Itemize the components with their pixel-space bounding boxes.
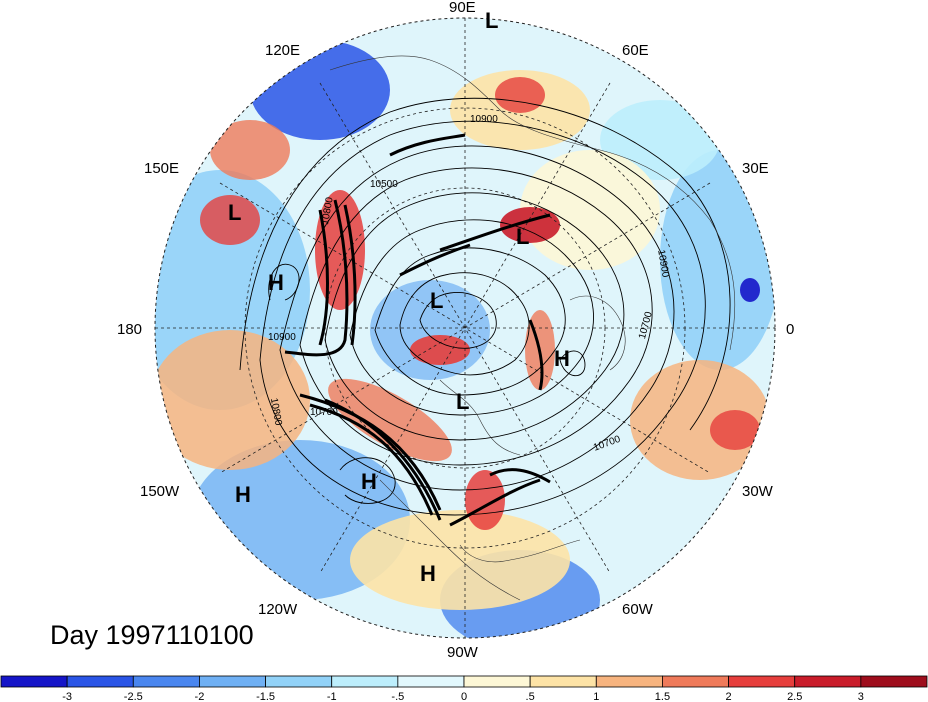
colorbar-box xyxy=(794,675,862,688)
colorbar-tick-label: .5 xyxy=(526,691,535,702)
height-contours xyxy=(239,97,731,516)
colorbar-tick-label: -1 xyxy=(327,691,337,702)
lon-label-30w: 30W xyxy=(742,483,774,500)
colorbar-box xyxy=(595,675,663,688)
colorbar-box xyxy=(199,675,266,688)
contour-label: 10900 xyxy=(268,332,296,343)
colorbar-box xyxy=(66,675,134,688)
low-marker: L xyxy=(456,389,469,414)
colorbar-boxes xyxy=(0,675,928,688)
colorbar-ticks: -3 -2.5 -2 -1.5 -1 -.5 0 .5 1 1.5 2 2.5 3 xyxy=(62,691,864,702)
lon-label-0: 0 xyxy=(786,321,794,338)
lon-label-150w: 150W xyxy=(140,483,180,500)
coastlines xyxy=(329,55,736,601)
high-marker: H xyxy=(361,469,377,494)
colorbar-tick-label: 1.5 xyxy=(655,691,670,702)
colorbar-box xyxy=(0,675,68,688)
lon-label-90w: 90W xyxy=(447,644,479,661)
colorbar-tick-label: -2.5 xyxy=(124,691,143,702)
high-marker: H xyxy=(554,346,570,371)
high-marker: H xyxy=(420,561,436,586)
contour-label: 10900 xyxy=(655,249,671,279)
contour-label: 10900 xyxy=(470,114,498,125)
lon-label-30e: 30E xyxy=(742,160,769,177)
lon-label-60w: 60W xyxy=(622,601,654,618)
lon-label-180: 180 xyxy=(117,321,142,338)
colorbar-box xyxy=(860,675,928,688)
colorbar-tick-label: -1.5 xyxy=(256,691,275,702)
low-marker: L xyxy=(516,224,529,249)
day-title: Day 1997110100 xyxy=(50,620,254,650)
colorbar-tick-label: 2 xyxy=(726,691,732,702)
colorbar-box xyxy=(463,675,531,688)
longitude-labels: 90E 60E 30E 0 30W 60W 90W 120W 150W 180 … xyxy=(117,0,794,661)
high-marker: H xyxy=(268,270,284,295)
contour-label: 10800 xyxy=(320,196,336,226)
colorbar-box xyxy=(728,675,796,688)
colorbar-tick-label: 3 xyxy=(858,691,864,702)
lon-label-120w: 120W xyxy=(258,601,298,618)
colorbar-tick-label: -2 xyxy=(195,691,205,702)
high-marker: H xyxy=(235,482,251,507)
low-marker: L xyxy=(430,288,443,313)
colorbar-tick-label: 2.5 xyxy=(787,691,802,702)
colorbar-box xyxy=(265,675,333,688)
colorbar: -3 -2.5 -2 -1.5 -1 -.5 0 .5 1 1.5 2 2.5 3 xyxy=(0,675,928,702)
colorbar-box xyxy=(397,675,465,688)
contour-label: 10500 xyxy=(370,179,398,190)
lon-label-60e: 60E xyxy=(622,42,649,59)
pressure-centers: L L L L L H H H H H xyxy=(228,8,570,586)
colorbar-tick-label: 0 xyxy=(461,691,467,702)
contour-label: 10700 xyxy=(310,407,338,418)
colorbar-box xyxy=(331,675,399,688)
colorbar-tick-label: -3 xyxy=(62,691,72,702)
colorbar-box xyxy=(662,675,729,688)
colorbar-tick-label: -.5 xyxy=(391,691,404,702)
colorbar-box xyxy=(132,675,200,688)
lon-label-90e: 90E xyxy=(449,0,476,16)
low-marker: L xyxy=(228,200,241,225)
lon-label-150e: 150E xyxy=(144,160,179,177)
contour-label: 10800 xyxy=(268,397,284,427)
colorbar-box xyxy=(529,675,597,688)
lon-label-120e: 120E xyxy=(265,42,300,59)
low-marker: L xyxy=(485,8,498,33)
jet-contours xyxy=(284,133,551,527)
map-boundary xyxy=(154,17,776,639)
colorbar-tick-label: 1 xyxy=(593,691,599,702)
